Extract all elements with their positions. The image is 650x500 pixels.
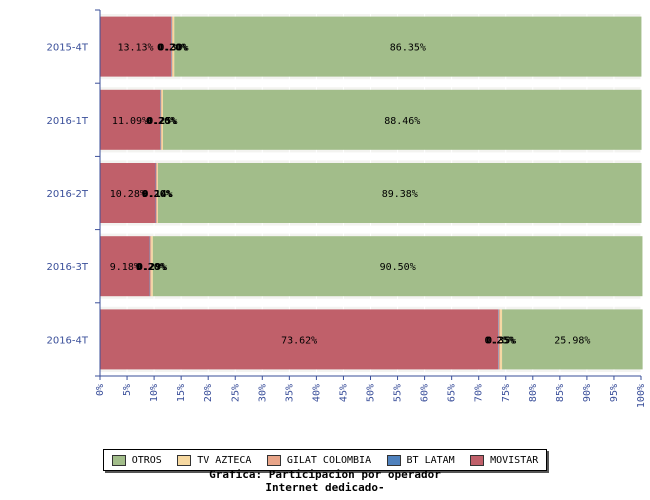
legend-item: GILAT COLOMBIA: [266, 454, 372, 466]
category-label: 2016-3T: [46, 262, 88, 273]
legend-label: GILAT COLOMBIA: [286, 454, 372, 466]
x-tick-label: 25%: [230, 384, 241, 402]
data-label: 10.28%: [110, 189, 146, 200]
legend-item: TV AZTECA: [177, 454, 252, 466]
bar-segment: [150, 236, 152, 297]
legend-swatch: [111, 454, 126, 466]
x-tick-label: 95%: [609, 384, 620, 402]
legend-label: MOVISTAR: [490, 454, 539, 466]
category-label: 2015-4T: [46, 43, 88, 54]
bar-segment: [160, 89, 162, 150]
bar-segment: [100, 163, 156, 223]
bar-segment: [159, 89, 161, 150]
data-label: 0.20%: [157, 43, 187, 54]
bar-segment: [149, 236, 151, 297]
bar-segment: [155, 163, 157, 223]
x-tick-label: 5%: [122, 384, 133, 396]
bar-segment: [162, 89, 642, 150]
data-label: 0.20%: [136, 262, 166, 273]
x-tick-label: 100%: [636, 384, 647, 408]
x-tick-label: 20%: [203, 384, 214, 402]
x-tick-label: 30%: [257, 384, 268, 402]
bar-segment: [151, 236, 153, 297]
bar-segment: [100, 16, 172, 77]
axes: 2015-4T 2016-1T 2016-2T 2016-3T 2016-4T 0% 5% 1…: [46, 9, 647, 408]
chart-title-line1: Grafica: Participacion por operador: [209, 468, 441, 481]
data-label: 0.14%: [143, 189, 173, 200]
legend-item: BT LATAM: [386, 454, 455, 466]
data-labels: 13.13% 0.20%0.30% 86.35%11.09%0.20%0.25% 88…: [110, 43, 591, 347]
category-label: 2016-4T: [46, 335, 88, 346]
x-tick-label: 10%: [149, 384, 160, 402]
legend: OTROS TV AZTECA GILAT COLOMBIA BT LATAM MOVI…: [103, 449, 547, 471]
data-label: 90.50%: [380, 262, 416, 273]
bar-segment: [161, 89, 163, 150]
x-tick-label: 90%: [582, 384, 593, 402]
x-tick-label: 70%: [474, 384, 485, 402]
category-label: 2016-1T: [46, 116, 88, 127]
bar-segment: [498, 309, 501, 370]
bar-segment: [157, 163, 158, 223]
bar-segment: [502, 309, 643, 370]
legend-item: OTROS: [111, 454, 162, 466]
data-label: 11.09%: [112, 116, 148, 127]
data-label: 25.98%: [554, 335, 590, 346]
x-tick-label: 0%: [95, 384, 106, 396]
bar-segment: [156, 163, 158, 223]
category-label: 2016-2T: [46, 189, 88, 200]
x-tick-label: 85%: [555, 384, 566, 402]
x-tick-label: 15%: [176, 384, 187, 402]
chart-caption: Grafica: Participacion por operador Inte…: [0, 468, 650, 494]
data-label: 0.25%: [147, 116, 177, 127]
bar-segment: [152, 236, 643, 297]
bar-segment: [172, 16, 175, 77]
data-label: 13.13%: [117, 43, 153, 54]
bar-segment: [100, 89, 160, 150]
x-tick-label: 75%: [501, 384, 512, 402]
bar-segment: [100, 309, 499, 370]
chart-title-line2: Internet dedicado-: [265, 481, 385, 494]
legend-item: MOVISTAR: [470, 454, 539, 466]
bar-segment: [157, 163, 642, 223]
x-tick-label: 65%: [447, 384, 458, 402]
data-label: 73.62%: [281, 335, 317, 346]
legend-swatch: [386, 454, 401, 466]
data-label: 88.46%: [384, 116, 420, 127]
data-label: 0.35%: [486, 335, 516, 346]
data-label: 86.35%: [390, 43, 426, 54]
x-tick-label: 50%: [366, 384, 377, 402]
legend-label: OTROS: [131, 454, 162, 466]
legend-label: BT LATAM: [406, 454, 455, 466]
data-label: 0.20%: [146, 116, 176, 127]
data-label: 0.30%: [158, 43, 188, 54]
x-tick-label: 35%: [284, 384, 295, 402]
x-tick-label: 45%: [338, 384, 349, 402]
legend-swatch: [470, 454, 485, 466]
bar-segment: [498, 309, 499, 370]
bar-segment: [171, 16, 173, 77]
data-label: 0.29%: [137, 262, 167, 273]
x-tick-label: 60%: [420, 384, 431, 402]
bar-segment: [500, 309, 503, 370]
legend-swatch: [266, 454, 281, 466]
x-tick-label: 40%: [311, 384, 322, 402]
bars: [100, 16, 643, 370]
bar-segment: [171, 16, 172, 77]
data-label: 0.20%: [142, 189, 172, 200]
legend-label: TV AZTECA: [197, 454, 252, 466]
x-tick-label: 80%: [528, 384, 539, 402]
bar-segment: [100, 236, 150, 297]
legend-swatch: [177, 454, 192, 466]
x-tick-label: 55%: [393, 384, 404, 402]
data-label: 9.18%: [110, 262, 140, 273]
data-label: 89.38%: [382, 189, 418, 200]
data-label: 0.25%: [484, 335, 514, 346]
bar-segment: [174, 16, 642, 77]
